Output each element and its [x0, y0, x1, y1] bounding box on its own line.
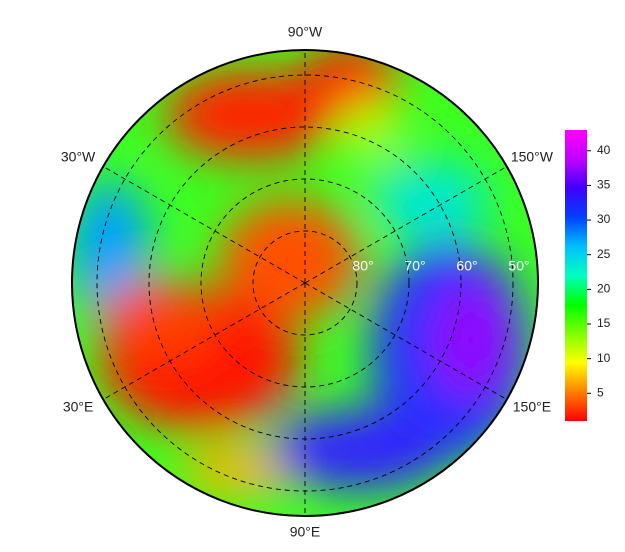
- colorbar-tick-label: 40: [597, 143, 611, 157]
- blob: [72, 180, 150, 320]
- longitude-label: 90°E: [290, 524, 321, 540]
- colorbar-tick-label: 20: [597, 282, 611, 296]
- blob: [180, 445, 300, 495]
- longitude-label: 30°E: [63, 399, 94, 415]
- longitude-label: 90°W: [288, 24, 323, 40]
- parallel: [252, 230, 358, 336]
- parallel: [96, 74, 514, 492]
- blob: [100, 280, 220, 360]
- meridian: [304, 166, 508, 284]
- parallel: [200, 178, 410, 388]
- longitude-label: 150°W: [511, 149, 554, 165]
- meridian: [102, 282, 306, 400]
- latitude-label: 60°: [456, 258, 477, 274]
- field-blobs: [72, 50, 530, 495]
- map-border: [71, 49, 539, 517]
- colorbar: [565, 130, 587, 421]
- meridian: [304, 282, 508, 400]
- latitude-label: 70°: [404, 258, 425, 274]
- longitude-label: 150°E: [513, 399, 551, 415]
- blob: [300, 50, 400, 115]
- field: [72, 50, 538, 516]
- longitude-label: 30°W: [61, 149, 96, 165]
- graticule: [96, 50, 514, 516]
- blob: [220, 200, 360, 320]
- labels: 90°W 30°W 150°W 30°E 150°E 90°E 80° 70° 60° 50°: [61, 24, 554, 540]
- colorbar-ticks: 5 10 15 20 25 30 35 40: [587, 143, 611, 399]
- blob: [340, 100, 400, 160]
- blob: [165, 70, 335, 160]
- blob: [430, 280, 510, 400]
- colorbar-tick-label: 15: [597, 316, 611, 330]
- meridian: [102, 166, 306, 284]
- blob: [270, 410, 450, 490]
- colorbar-tick-label: 25: [597, 247, 611, 261]
- blob: [370, 160, 490, 240]
- colorbar-tick-label: 35: [597, 178, 611, 192]
- latitude-label: 50°: [508, 258, 529, 274]
- parallel: [148, 126, 462, 440]
- colorbar-tick-label: 10: [597, 351, 611, 365]
- latitude-label: 80°: [352, 258, 373, 274]
- colorbar-tick-label: 5: [597, 385, 604, 399]
- colorbar-tick-label: 30: [597, 212, 611, 226]
